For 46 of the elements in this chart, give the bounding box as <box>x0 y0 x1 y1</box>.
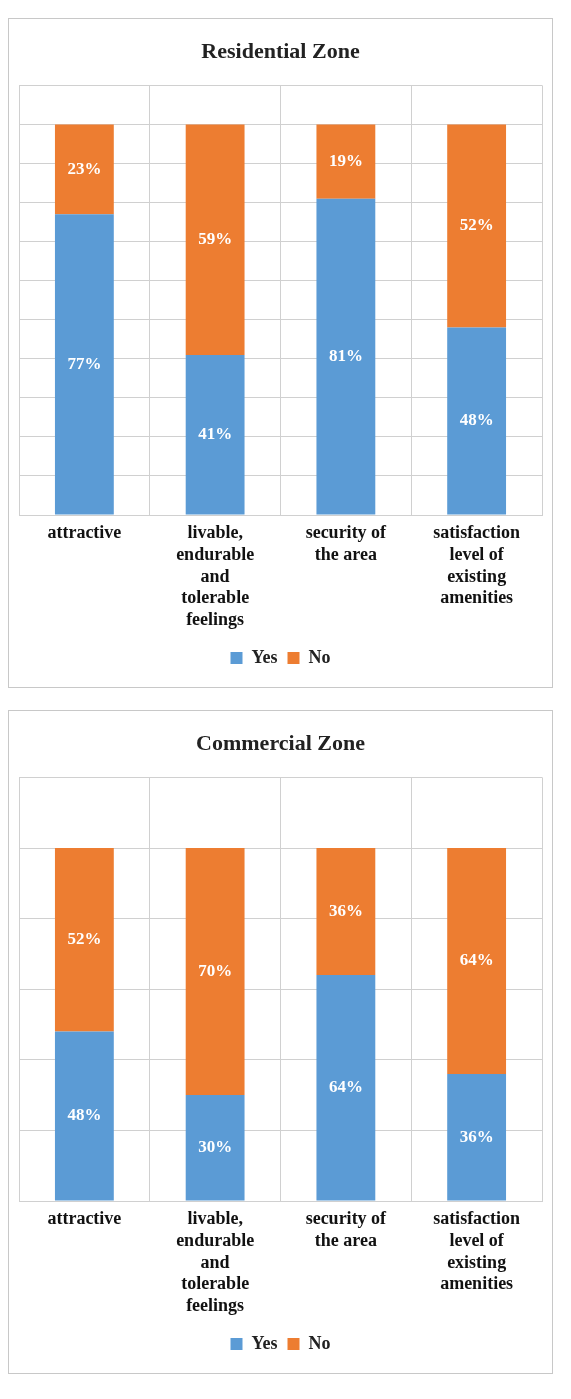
x-tick-label: livable, endurable and tolerable feelings <box>176 1208 255 1315</box>
x-tick-label: satisfaction level of existing amenities <box>433 522 521 608</box>
data-label: 64% <box>459 950 494 970</box>
data-label: 81% <box>328 345 363 365</box>
bar <box>185 848 245 1096</box>
bar <box>185 124 245 355</box>
chart-title: Residential Zone <box>201 37 360 63</box>
bar <box>447 848 507 1074</box>
bar <box>447 124 507 328</box>
x-tick-label: livable, endurable and tolerable feelings <box>176 522 255 629</box>
data-label: 41% <box>198 424 233 444</box>
data-label: 48% <box>67 1105 102 1125</box>
bar <box>54 848 114 1032</box>
bar <box>447 1073 507 1201</box>
bar <box>316 975 376 1201</box>
x-tick-label: satisfaction level of existing amenities <box>433 1208 521 1294</box>
legend-label: Yes <box>251 646 278 667</box>
bar <box>54 214 114 515</box>
data-label: 48% <box>459 410 494 430</box>
data-label: 30% <box>198 1137 233 1157</box>
bar <box>316 848 376 976</box>
data-label: 36% <box>328 900 363 920</box>
data-label: 77% <box>67 353 102 373</box>
bar <box>185 354 245 515</box>
data-label: 52% <box>459 215 494 235</box>
bar <box>185 1095 245 1201</box>
legend-label: Yes <box>251 1332 278 1353</box>
data-label: 64% <box>328 1077 363 1097</box>
x-tick-label: security of the area <box>305 522 388 565</box>
data-label: 23% <box>67 158 102 178</box>
bar <box>316 198 376 515</box>
x-tick-label: security of the area <box>305 1208 388 1251</box>
x-tick-label: attractive <box>47 522 122 543</box>
data-label: 70% <box>198 960 233 980</box>
legend-label: No <box>308 646 331 667</box>
data-label: 59% <box>198 229 233 249</box>
x-tick-label: attractive <box>47 1208 122 1229</box>
bar <box>54 1031 114 1201</box>
bar <box>54 124 114 215</box>
legend-label: No <box>308 1332 331 1353</box>
data-label: 19% <box>328 150 363 170</box>
data-label: 52% <box>67 929 102 949</box>
bar <box>447 327 507 515</box>
bar <box>316 124 376 199</box>
data-label: 36% <box>459 1126 494 1146</box>
chart-title: Commercial Zone <box>196 729 366 755</box>
